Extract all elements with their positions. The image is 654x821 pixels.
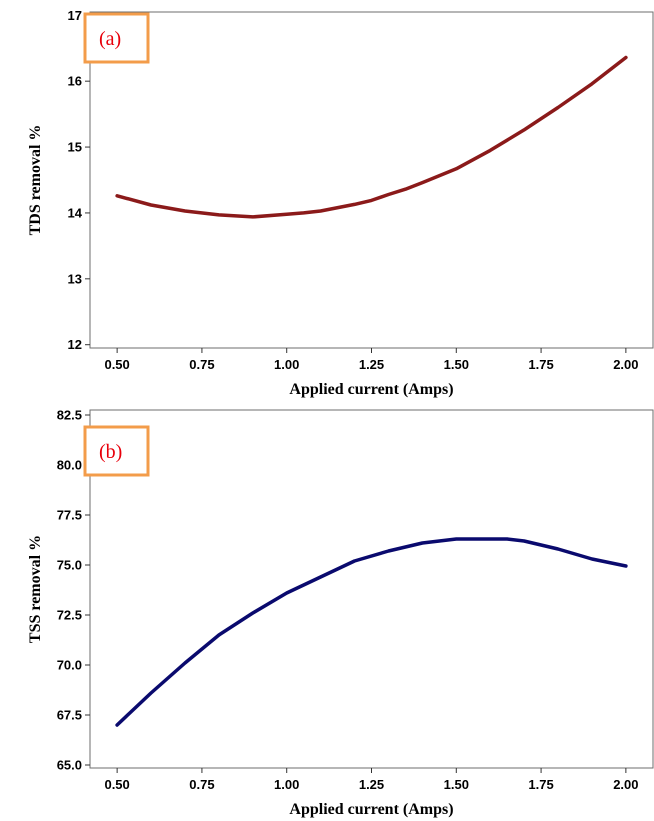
x-tick-label: 1.00 xyxy=(274,777,299,792)
x-axis-title: Applied current (Amps) xyxy=(289,801,453,818)
chart-panel-a: 12 13 14 15 16 17 0.50 0.75 1.00 1.25 1.50 1.75 2.00… xyxy=(27,8,654,398)
y-tick-label: 14 xyxy=(68,205,83,220)
x-tick-label: 1.00 xyxy=(274,357,299,372)
series-line xyxy=(115,55,628,219)
panel-label-box xyxy=(83,425,150,477)
series-line xyxy=(115,537,628,727)
y-tick-label: 15 xyxy=(68,140,82,155)
y-tick-label: 75.0 xyxy=(57,558,82,573)
x-tick-label: 1.25 xyxy=(359,777,384,792)
x-axis-title: Applied current (Amps) xyxy=(289,381,453,398)
plot-frame-b xyxy=(89,409,654,769)
x-tick-label: 0.50 xyxy=(104,777,129,792)
plot-frame-a xyxy=(89,11,654,349)
y-tick-label: 67.5 xyxy=(57,708,82,723)
x-tick-label: 0.75 xyxy=(189,357,214,372)
x-tick-label: 1.75 xyxy=(528,357,553,372)
y-tick-label: 12 xyxy=(68,337,82,352)
x-tick-label: 1.25 xyxy=(359,357,384,372)
y-tick-label: 82.5 xyxy=(57,408,82,423)
y-tick-label: 65.0 xyxy=(57,758,82,773)
chart-panel-b: 65.0 67.5 70.0 72.5 75.0 77.5 80.0 82.5 0.50 0.75… xyxy=(27,408,654,818)
y-axis-title: TSS removal % xyxy=(27,535,44,643)
x-tick-label: 1.50 xyxy=(444,777,469,792)
x-tick-label: 1.50 xyxy=(444,357,469,372)
y-axis-title: TDS removal % xyxy=(27,125,44,236)
x-tick-label: 2.00 xyxy=(613,357,638,372)
panel-label-box xyxy=(83,12,150,64)
x-tick-label: 1.75 xyxy=(528,777,553,792)
y-tick-label: 13 xyxy=(68,271,82,286)
y-tick-label: 70.0 xyxy=(57,658,82,673)
y-tick-label: 72.5 xyxy=(57,608,82,623)
y-tick-label: 77.5 xyxy=(57,508,82,523)
x-tick-label: 2.00 xyxy=(613,777,638,792)
panel-label: (b) xyxy=(99,441,122,463)
x-tick-label: 0.75 xyxy=(189,777,214,792)
x-tick-label: 0.50 xyxy=(104,357,129,372)
y-tick-label: 17 xyxy=(68,8,82,23)
y-tick-label: 16 xyxy=(68,74,82,89)
y-tick-label: 80.0 xyxy=(57,458,82,473)
panel-label: (a) xyxy=(99,28,121,50)
